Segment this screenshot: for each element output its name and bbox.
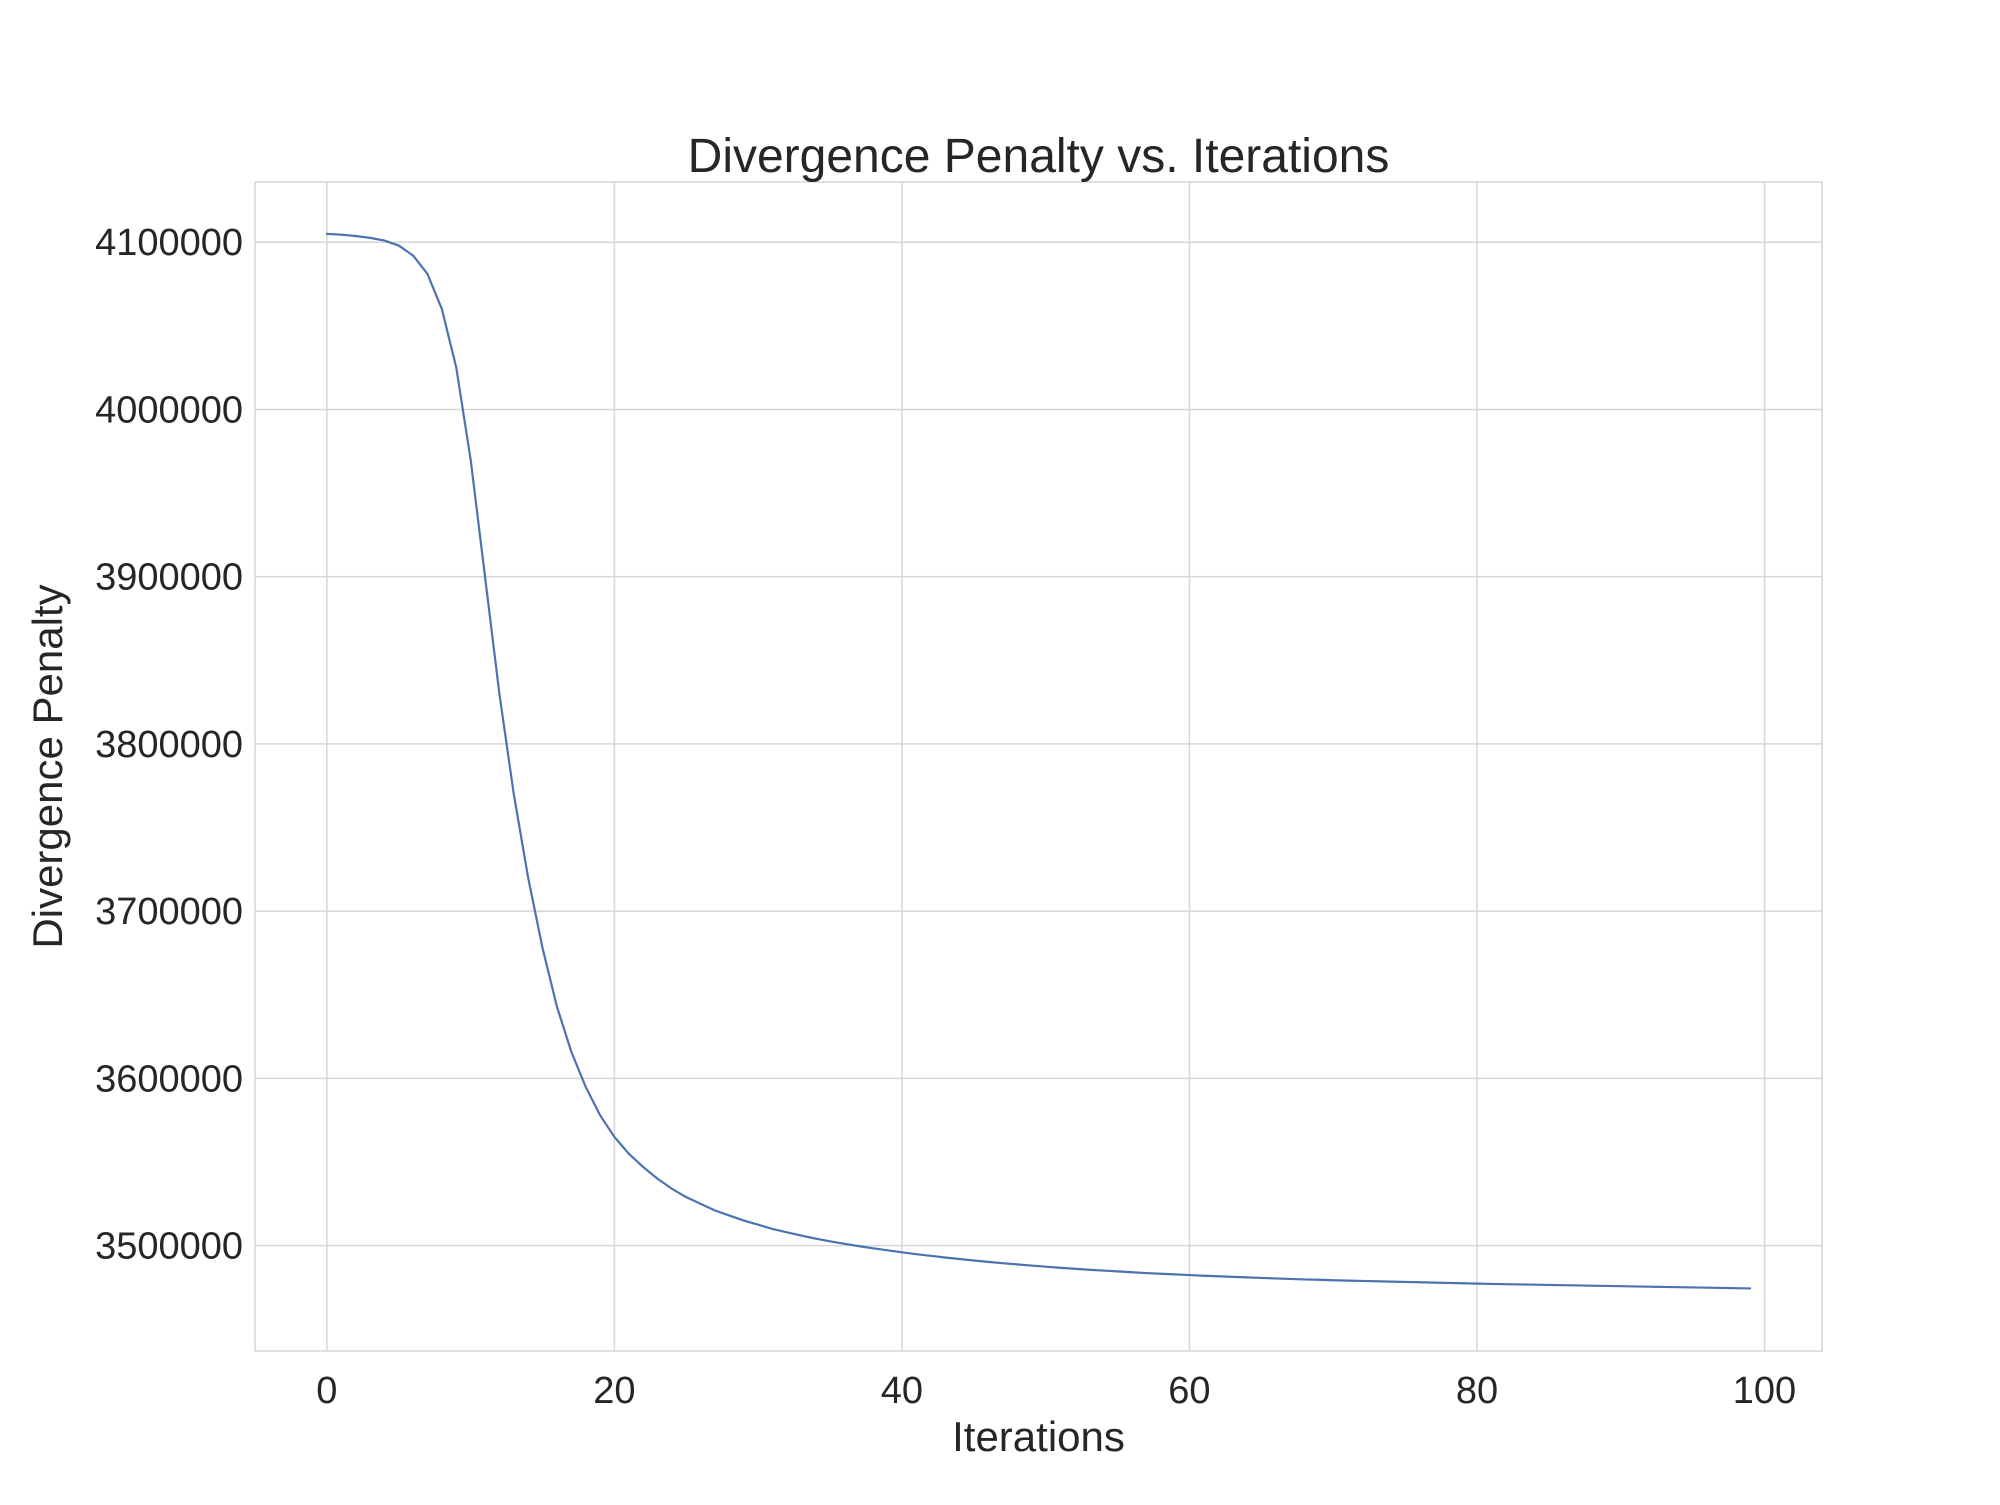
plot-frame — [254, 181, 1823, 1352]
x-tick-label: 40 — [881, 1370, 923, 1412]
series-layer — [325, 232, 1752, 1290]
x-axis-label: Iterations — [952, 1413, 1125, 1460]
x-tick-label: 60 — [1168, 1370, 1210, 1412]
y-tick-label: 3800000 — [95, 724, 243, 766]
y-tick-label: 3900000 — [95, 557, 243, 599]
y-tick-label: 3700000 — [95, 891, 243, 933]
y-axis-label: Divergence Penalty — [24, 584, 71, 948]
y-tick-label: 4100000 — [95, 222, 243, 264]
x-tick-label: 20 — [593, 1370, 635, 1412]
x-tick-label: 80 — [1456, 1370, 1498, 1412]
x-tick-label: 100 — [1733, 1370, 1796, 1412]
y-tick-label: 4000000 — [95, 389, 243, 431]
chart-title: Divergence Penalty vs. Iterations — [688, 130, 1390, 183]
x-tick-label: 0 — [316, 1370, 337, 1412]
y-axis-ticks: 3500000 3600000 3700000 3800000 3900000 40000… — [95, 222, 243, 1267]
y-tick-label: 3600000 — [95, 1058, 243, 1100]
y-tick-label: 3500000 — [95, 1226, 243, 1268]
grid — [255, 182, 1822, 1351]
x-axis-ticks: 0 20 40 60 80 100 — [316, 1370, 1796, 1412]
series-line — [325, 232, 1752, 1290]
